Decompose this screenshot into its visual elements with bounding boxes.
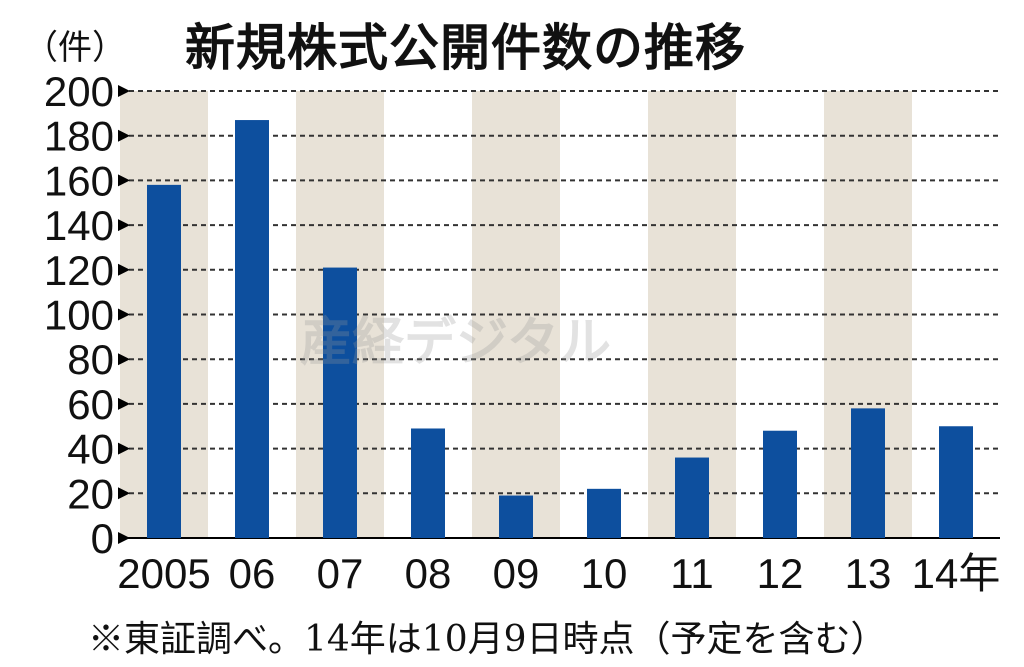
y-tick-label: 0 xyxy=(91,515,114,562)
chart-title: 新規株式公開件数の推移 xyxy=(185,19,746,77)
tick-marker xyxy=(118,263,130,276)
x-tick-label: 12 xyxy=(757,550,804,597)
x-tick-label: 14年 xyxy=(912,550,1001,597)
x-tick-label: 11 xyxy=(670,550,714,597)
bar xyxy=(147,184,181,538)
bar xyxy=(851,408,885,538)
x-tick-label: 09 xyxy=(493,550,540,597)
bar xyxy=(499,495,533,538)
tick-marker xyxy=(118,129,130,142)
tick-marker xyxy=(118,487,130,500)
x-tick-label: 2005 xyxy=(117,550,210,597)
x-tick-label: 06 xyxy=(229,550,276,597)
x-tick-label: 07 xyxy=(317,550,364,597)
tick-marker xyxy=(118,353,130,366)
tick-marker xyxy=(118,442,130,455)
tick-marker xyxy=(118,397,130,410)
y-tick-label: 160 xyxy=(44,157,114,204)
watermark: 産経デジタル xyxy=(300,313,611,373)
bar xyxy=(411,428,445,538)
x-tick-label: 13 xyxy=(845,550,892,597)
y-tick-label: 20 xyxy=(67,470,114,517)
y-tick-label: 180 xyxy=(44,113,114,160)
tick-marker xyxy=(118,308,130,321)
y-tick-label: 80 xyxy=(67,336,114,383)
bars xyxy=(147,120,973,539)
x-tick-label: 08 xyxy=(405,550,452,597)
tick-marker xyxy=(118,174,130,187)
y-axis-unit-label: （件） xyxy=(24,28,126,68)
y-tick-label: 100 xyxy=(44,292,114,339)
bar xyxy=(587,488,621,538)
x-axis-ticks: 2005 06 07 08 09 10 11 12 13 14年 xyxy=(117,550,1000,597)
y-tick-label: 140 xyxy=(44,202,114,249)
x-tick-label: 10 xyxy=(581,550,628,597)
tick-marker xyxy=(118,85,130,97)
y-tick-label: 200 xyxy=(44,68,114,115)
bar xyxy=(675,457,709,538)
bar xyxy=(323,267,357,538)
bar xyxy=(763,430,797,538)
y-tick-label: 60 xyxy=(67,381,114,428)
bar xyxy=(939,426,973,538)
tick-marker xyxy=(118,219,130,232)
bar xyxy=(235,120,269,539)
footnote: ※東証調べ。14年は10月9日時点（予定を含む） xyxy=(88,619,887,660)
y-tick-label: 120 xyxy=(44,247,114,294)
y-tick-label: 40 xyxy=(67,426,114,473)
tick-marker xyxy=(118,532,130,544)
